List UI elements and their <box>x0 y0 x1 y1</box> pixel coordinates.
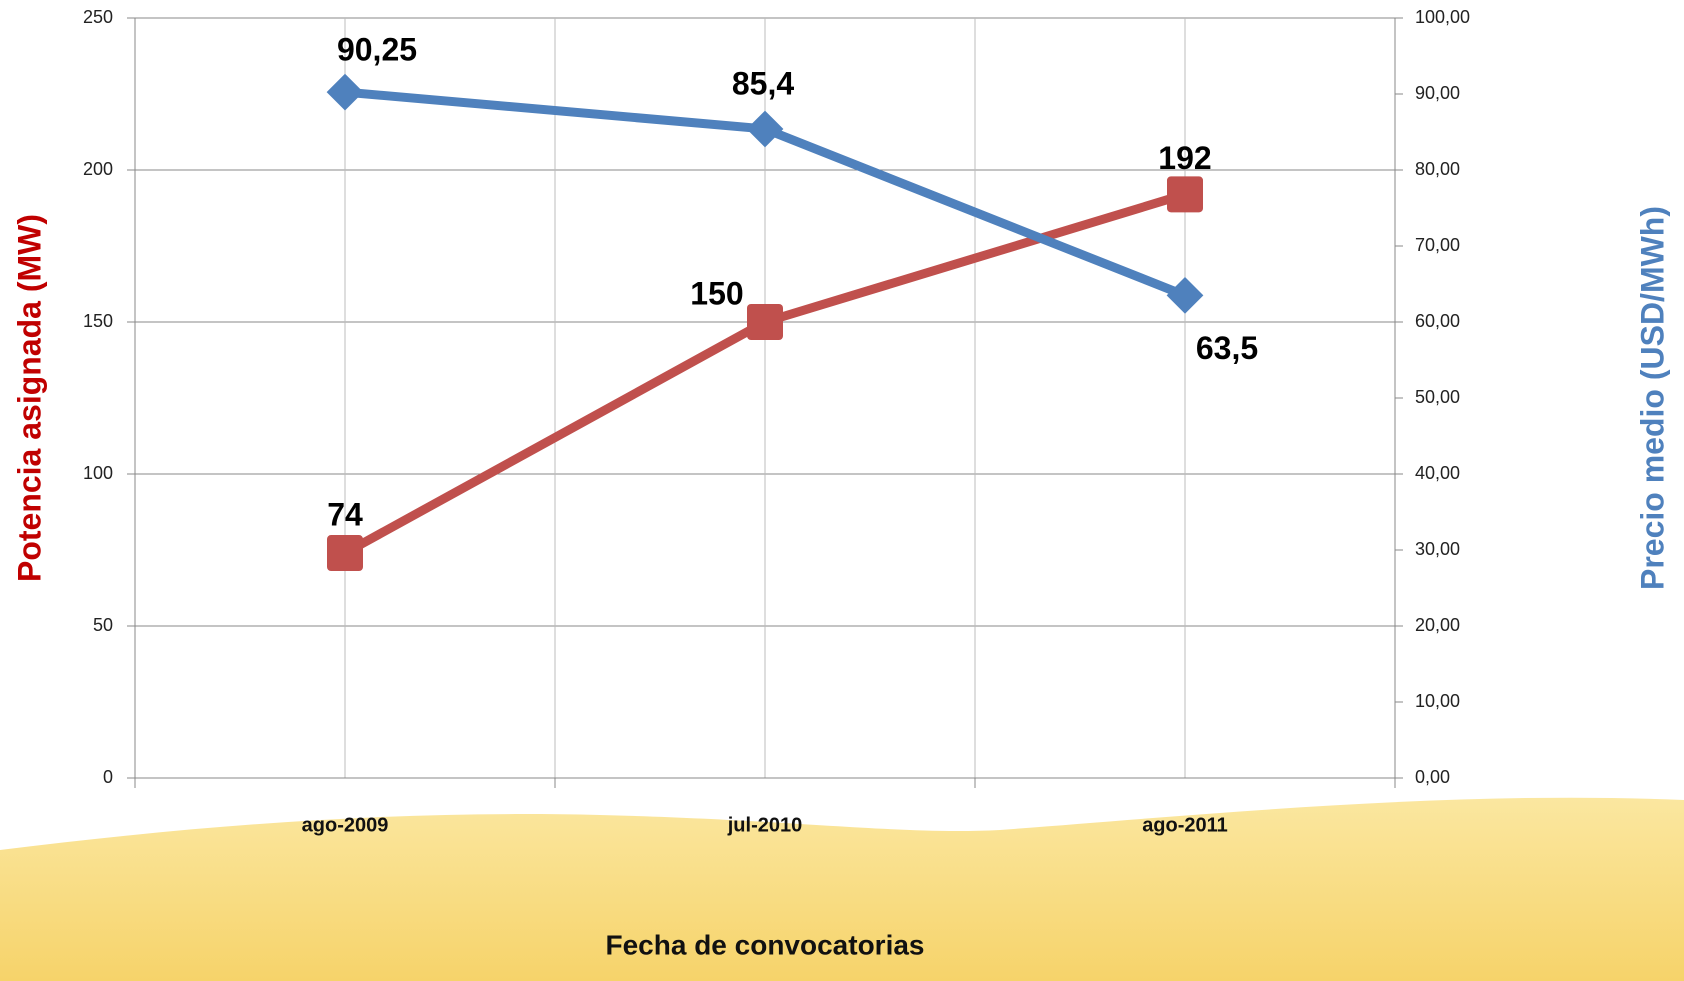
y2-axis-title: Precio medio (USD/MWh) <box>1634 206 1670 590</box>
y-tick-label: 50 <box>93 615 113 635</box>
marker <box>747 304 783 340</box>
y2-tick-label: 20,00 <box>1415 615 1460 635</box>
data-label: 90,25 <box>337 32 417 68</box>
y2-tick-label: 60,00 <box>1415 311 1460 331</box>
y2-tick-label: 90,00 <box>1415 83 1460 103</box>
y2-tick-label: 10,00 <box>1415 691 1460 711</box>
y-tick-label: 250 <box>83 7 113 27</box>
marker <box>1166 277 1204 314</box>
x-tick-label: jul-2010 <box>727 814 802 836</box>
y2-tick-label: 50,00 <box>1415 387 1460 407</box>
y-tick-label: 150 <box>83 311 113 331</box>
x-tick-label: ago-2009 <box>302 814 389 836</box>
background-landscape <box>0 797 1684 981</box>
y-axis-title: Potencia asignada (MW) <box>11 214 47 582</box>
y2-tick-label: 100,00 <box>1415 7 1470 27</box>
y2-tick-label: 40,00 <box>1415 463 1460 483</box>
y-tick-label: 200 <box>83 159 113 179</box>
x-axis-title: Fecha de convocatorias <box>605 929 924 960</box>
data-label: 192 <box>1158 140 1211 176</box>
data-label: 74 <box>327 496 363 532</box>
data-label: 85,4 <box>732 65 794 101</box>
y-tick-label: 0 <box>103 767 113 787</box>
y2-tick-label: 0,00 <box>1415 767 1450 787</box>
marker <box>746 110 784 148</box>
y-tick-label: 100 <box>83 463 113 483</box>
data-label: 63,5 <box>1196 330 1258 366</box>
data-label: 150 <box>690 275 743 311</box>
y2-tick-label: 80,00 <box>1415 159 1460 179</box>
marker <box>327 535 363 572</box>
y2-tick-label: 30,00 <box>1415 539 1460 559</box>
x-tick-label: ago-2011 <box>1142 814 1228 836</box>
marker <box>1167 176 1203 213</box>
y2-tick-label: 70,00 <box>1415 235 1460 255</box>
marker <box>326 73 364 111</box>
